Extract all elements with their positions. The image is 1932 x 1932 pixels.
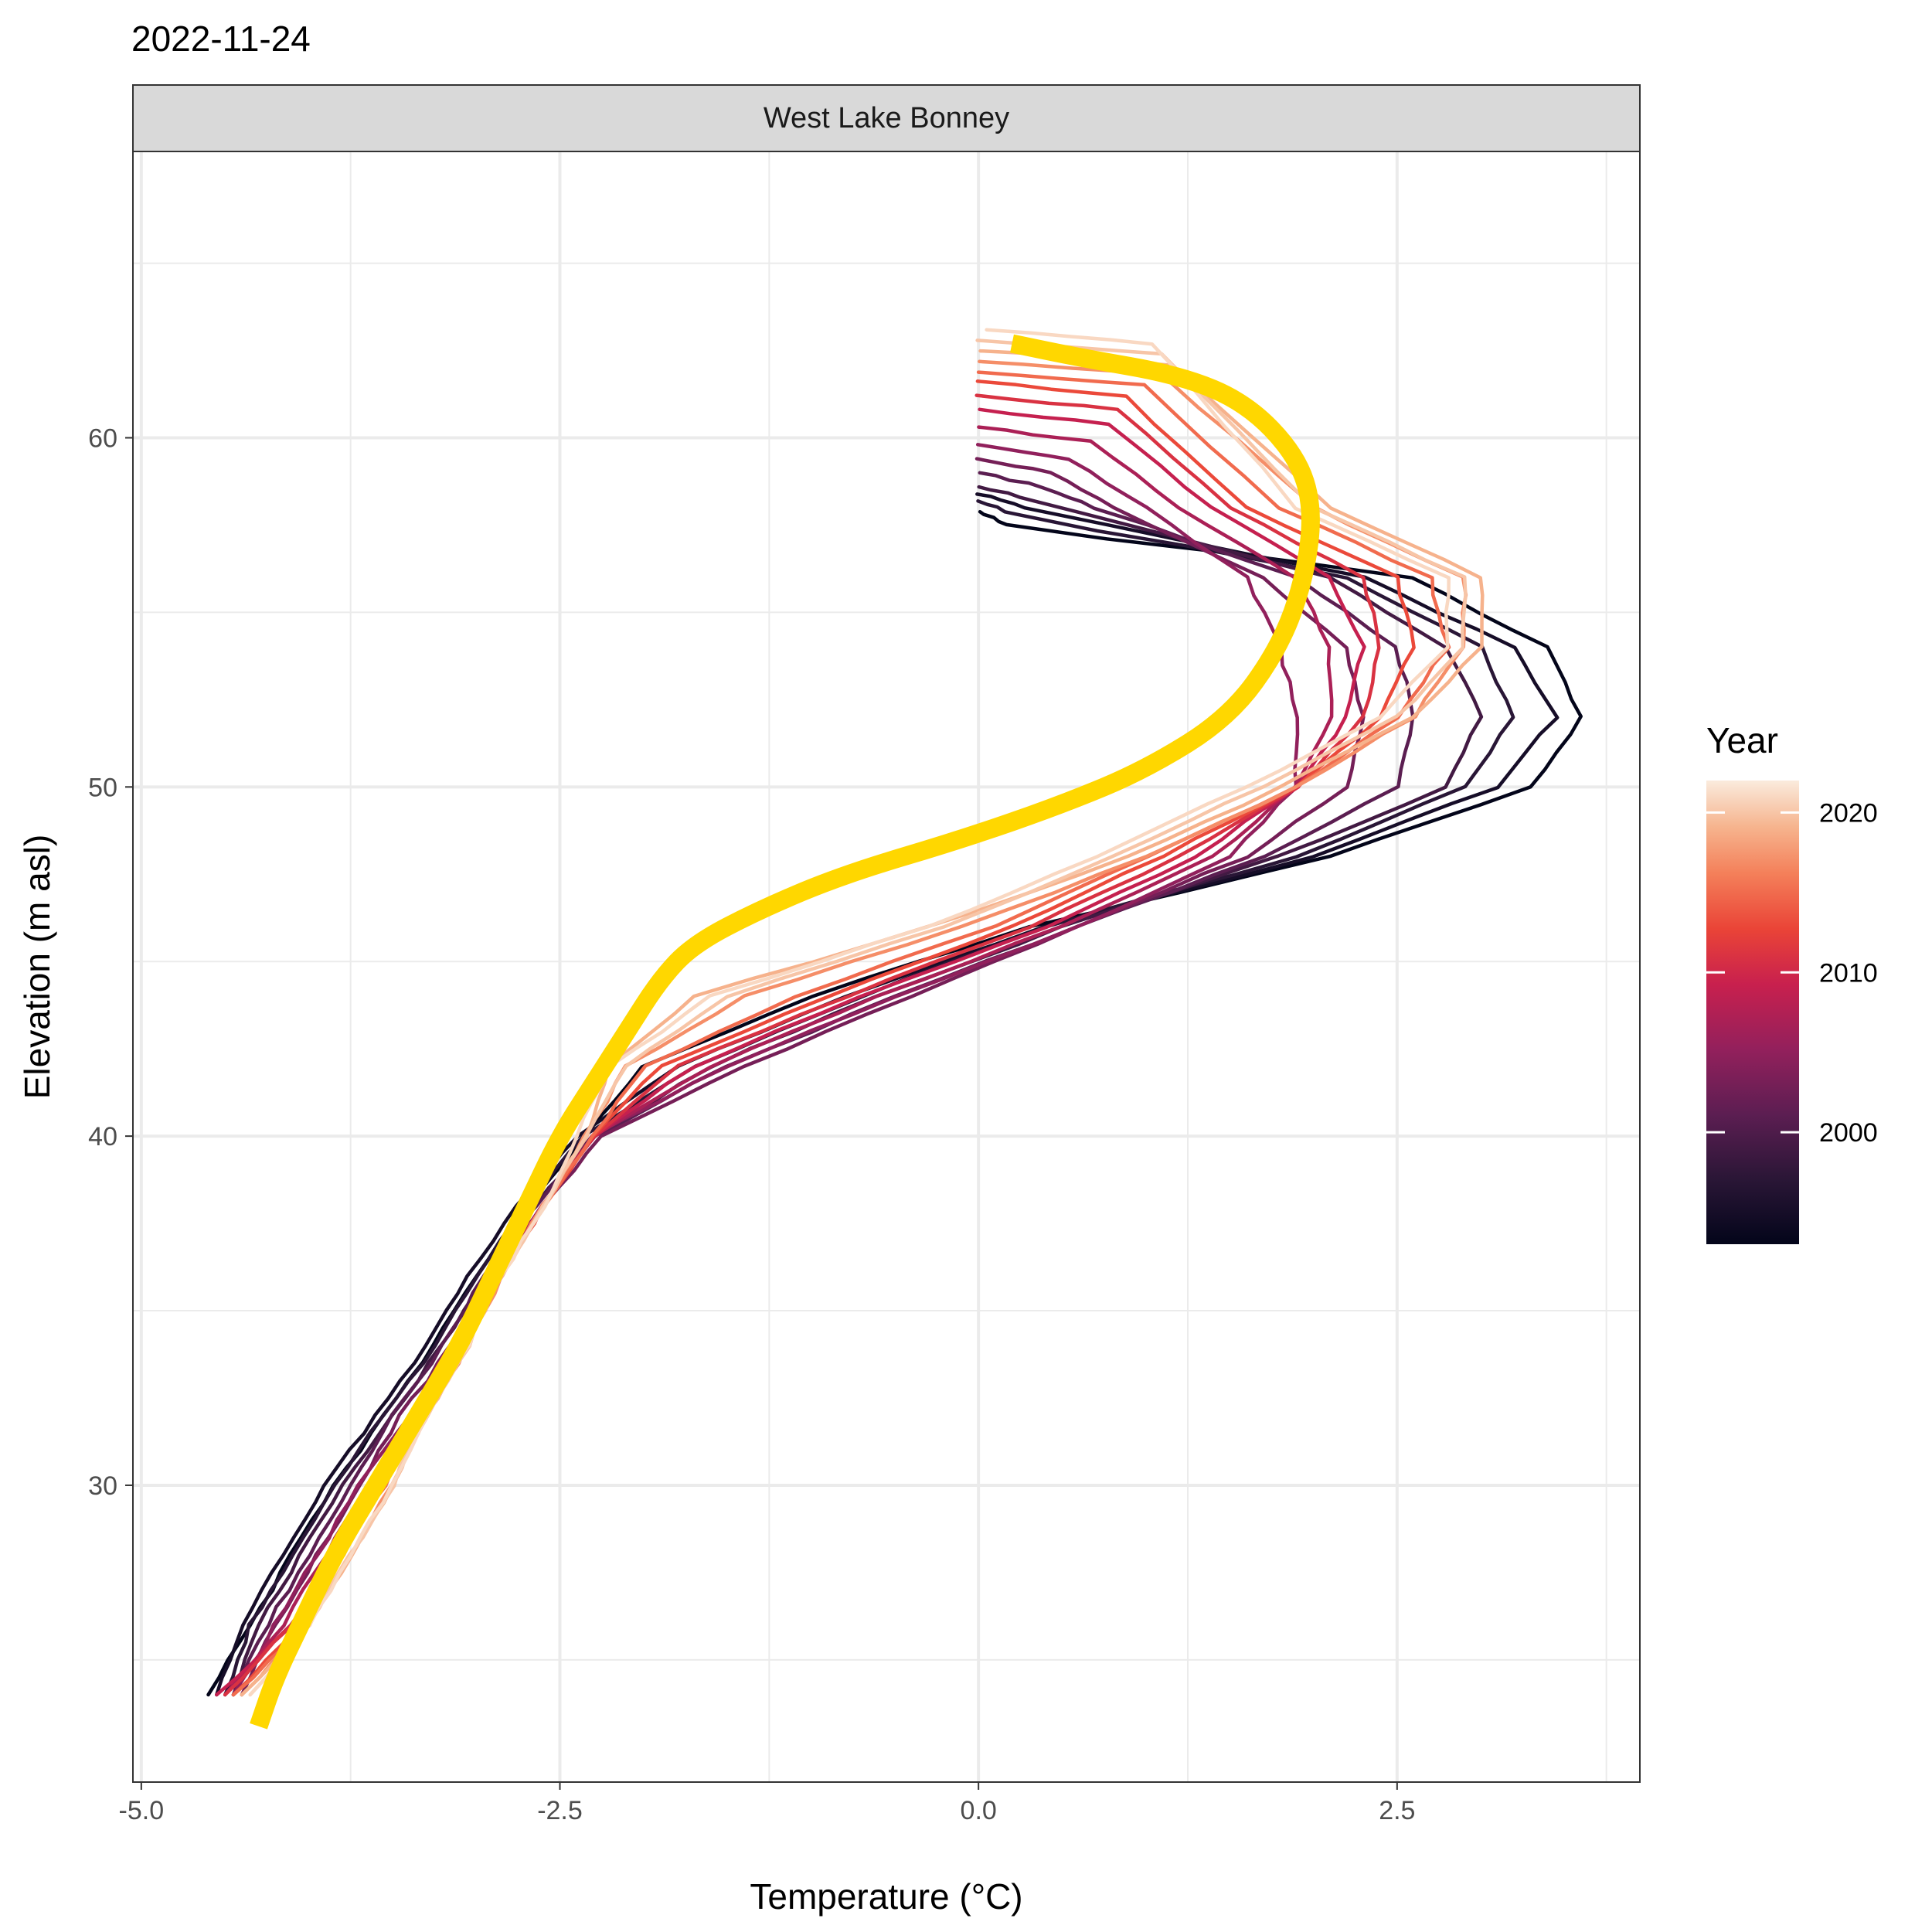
legend-tick-label: 2000 [1819, 1118, 1878, 1148]
x-axis-title: Temperature (°C) [750, 1876, 1022, 1917]
facet-strip [132, 84, 1641, 152]
legend-tick-label: 2020 [1819, 798, 1878, 828]
y-tick-label: 50 [88, 773, 117, 802]
legend-title: Year [1706, 720, 1778, 760]
facet-strip-label: West Lake Bonney [764, 102, 1009, 134]
profile-lines [206, 328, 1583, 1697]
legend-tick-label: 2010 [1819, 958, 1878, 988]
year-legend: Year 2000 2010 2020 [1706, 720, 1878, 1244]
y-tick-label: 30 [88, 1471, 117, 1501]
legend-ticks: 2000 2010 2020 [1706, 798, 1878, 1148]
y-axis: 30 40 50 60 [88, 423, 133, 1501]
legend-colorbar [1706, 781, 1799, 1244]
highlight-profile [250, 334, 1320, 1730]
plot-panel-border [132, 151, 1641, 1783]
plot-title: 2022-11-24 [131, 19, 311, 59]
x-tick-label: -5.0 [119, 1796, 165, 1825]
y-axis-title: Elevation (m asl) [17, 835, 57, 1100]
highlight-profile-line [250, 334, 1320, 1730]
y-tick-label: 40 [88, 1122, 117, 1151]
x-tick-label: -2.5 [537, 1796, 583, 1825]
profile-line-2021 [248, 328, 1451, 1697]
x-tick-label: 0.0 [961, 1796, 997, 1825]
x-axis: -5.0 -2.5 0.0 2.5 [119, 1782, 1415, 1825]
plot-panel [133, 151, 1640, 1782]
y-tick-label: 60 [88, 423, 117, 453]
grid-lines [133, 151, 1640, 1782]
profile-line-2005 [231, 443, 1300, 1697]
x-tick-label: 2.5 [1379, 1796, 1415, 1825]
